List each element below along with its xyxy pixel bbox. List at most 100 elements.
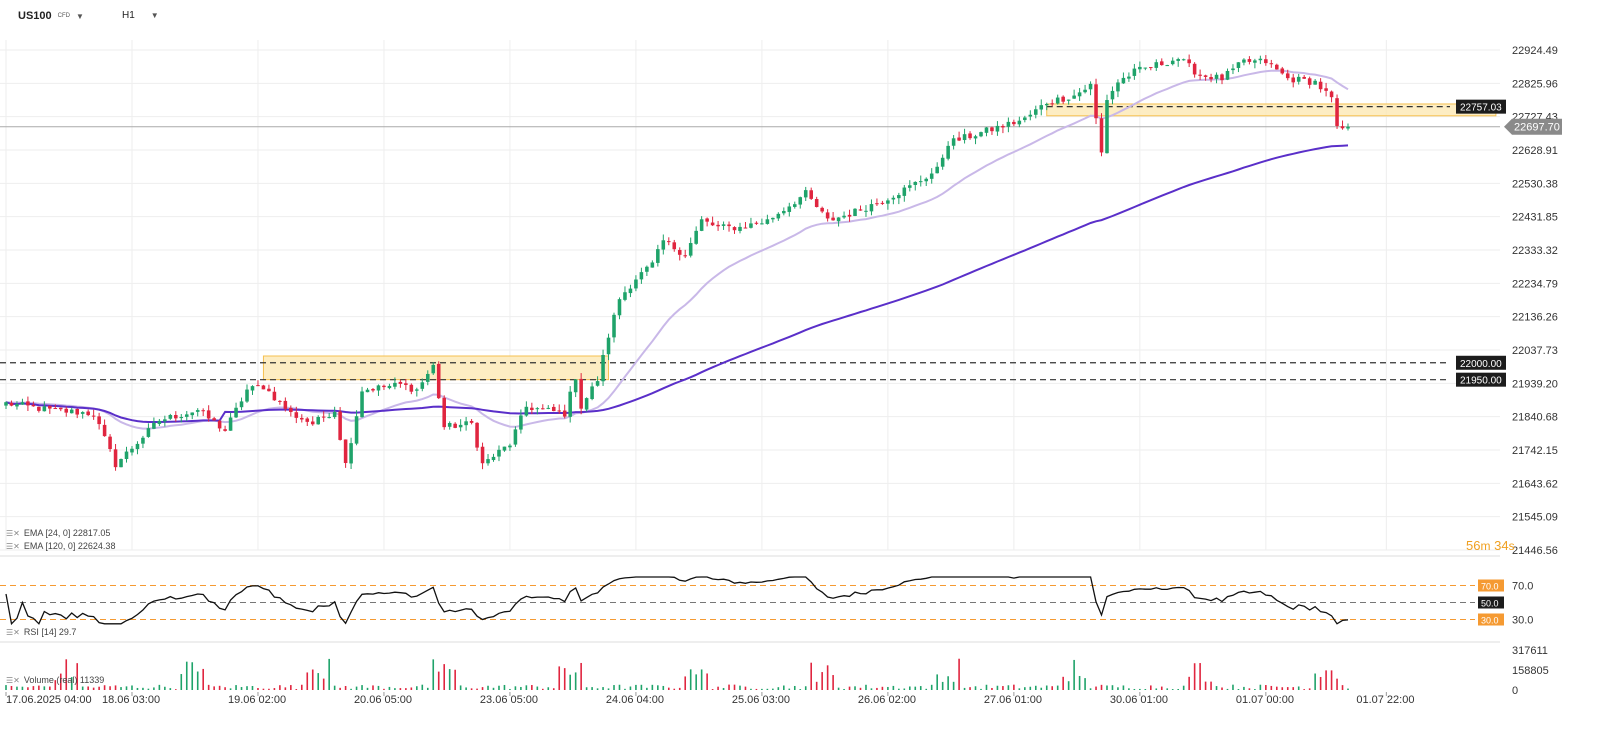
volume-bar — [815, 681, 818, 690]
volume-bar — [114, 685, 117, 690]
candle-body — [1094, 84, 1098, 119]
volume-bar — [366, 687, 369, 690]
candle-body — [1340, 126, 1345, 129]
candle-body — [535, 408, 540, 410]
settings-icon[interactable]: ☰✕ — [6, 627, 20, 637]
candle-body — [853, 208, 857, 216]
ema24-legend[interactable]: ☰✕ EMA [24, 0] 22817.05 — [6, 528, 110, 538]
volume-bar — [158, 684, 161, 690]
volume-bar — [432, 659, 435, 690]
volume-bar — [169, 688, 172, 690]
candle-body — [1247, 59, 1252, 62]
volume-bar — [49, 686, 51, 690]
volume-bar — [1034, 685, 1037, 690]
candle-body — [212, 418, 216, 421]
candle-body — [962, 134, 967, 141]
candle-body — [1088, 83, 1093, 90]
volume-bar — [344, 685, 347, 690]
volume-bar — [547, 687, 550, 690]
candle-body — [541, 408, 545, 410]
volume-bar — [295, 689, 298, 690]
candle-body — [447, 422, 452, 427]
volume-bar — [27, 687, 29, 690]
volume-bar — [848, 686, 851, 690]
volume-bar — [870, 688, 873, 690]
candle-body — [1181, 59, 1186, 61]
candle-body — [409, 384, 414, 392]
candle-body — [1039, 105, 1044, 110]
settings-icon[interactable]: ☰✕ — [6, 675, 20, 685]
volume-bar — [120, 687, 122, 690]
settings-icon[interactable]: ☰✕ — [6, 541, 20, 551]
volume-legend[interactable]: ☰✕ Volume (real) 11339 — [6, 675, 104, 685]
candle-body — [80, 412, 85, 414]
volume-bar — [881, 686, 884, 690]
candle-body — [163, 419, 167, 422]
volume-bar — [257, 688, 259, 690]
candle-body — [765, 219, 770, 224]
volume-bar — [804, 686, 807, 690]
candle-body — [480, 446, 485, 464]
candle-body — [365, 389, 370, 393]
candle-body — [217, 420, 222, 429]
volume-bar — [1308, 688, 1311, 690]
volume-bar — [607, 688, 610, 690]
candle-body — [300, 417, 304, 420]
volume-bar — [180, 674, 183, 690]
volume-bar — [744, 686, 747, 690]
volume-bar — [32, 686, 35, 690]
price-tag-label: 22000.00 — [1460, 359, 1502, 370]
candle-body — [590, 386, 594, 400]
volume-bar — [1215, 686, 1218, 690]
volume-bar — [98, 686, 100, 690]
candle-body — [26, 401, 30, 406]
candle-body — [1001, 125, 1005, 128]
price-axis-tick: 21545.09 — [1512, 512, 1558, 524]
volume-bar — [799, 689, 802, 690]
candle-body — [738, 226, 742, 231]
candle-body — [612, 314, 616, 338]
candle-body — [64, 408, 69, 413]
candle-body — [1116, 82, 1120, 92]
volume-bar — [405, 688, 407, 690]
volume-bar — [470, 688, 473, 690]
volume-bar — [1270, 685, 1273, 690]
volume-bar — [459, 685, 462, 690]
candle-body — [475, 422, 479, 448]
symbol-selector[interactable]: US100 CFD ▼ — [18, 10, 84, 22]
candle-body — [716, 224, 720, 227]
volume-bar — [788, 688, 791, 690]
rsi-legend[interactable]: ☰✕ RSI [14] 29.7 — [6, 627, 76, 637]
candle-body — [1033, 109, 1038, 115]
candle-body — [442, 397, 446, 428]
candle-body — [141, 437, 145, 444]
candle-body — [1329, 91, 1334, 98]
candle-body — [918, 181, 923, 183]
volume-bar — [1248, 688, 1251, 690]
candle-body — [502, 446, 507, 451]
volume-bar — [624, 688, 626, 690]
volume-bar — [1160, 686, 1163, 690]
settings-icon[interactable]: ☰✕ — [6, 528, 20, 538]
ema120-legend[interactable]: ☰✕ EMA [120, 0] 22624.38 — [6, 541, 115, 551]
volume-bar — [985, 684, 988, 690]
timer-minutes-unit: m — [1480, 539, 1491, 553]
candle-body — [639, 272, 644, 280]
volume-bar — [1040, 687, 1043, 690]
volume-bar — [739, 685, 741, 690]
volume-bar — [350, 688, 352, 690]
volume-bar — [147, 688, 150, 690]
volume-bar — [196, 671, 199, 690]
candle-body — [820, 207, 824, 212]
candle-body — [984, 127, 989, 133]
volume-bar — [65, 659, 68, 690]
price-axis-tick: 22333.32 — [1512, 245, 1558, 257]
timeframe-selector[interactable]: H1 ▼ — [122, 10, 159, 21]
candle-body — [562, 410, 567, 417]
volume-bar — [1297, 686, 1300, 690]
volume-bar — [1303, 689, 1305, 690]
candle-body — [1231, 68, 1235, 71]
rsi-axis-tick: 30.0 — [1512, 615, 1533, 627]
volume-bar — [279, 685, 281, 690]
